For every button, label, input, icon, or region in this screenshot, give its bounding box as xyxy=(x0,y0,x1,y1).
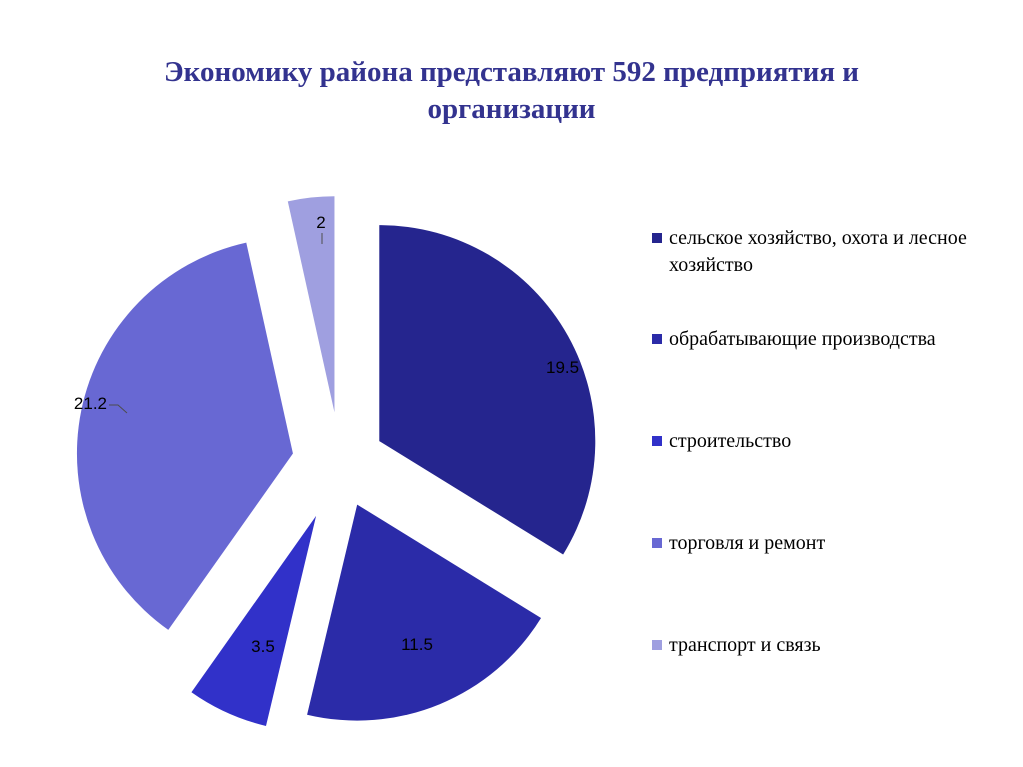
pie-slice xyxy=(287,196,335,413)
legend-swatch xyxy=(652,640,662,650)
legend-label: торговля и ремонт xyxy=(669,532,826,554)
legend-label: сельское хозяйство, охота и лесное хозяй… xyxy=(669,227,967,276)
legend-item: транспорт и связь xyxy=(652,632,982,659)
data-label: 11.5 xyxy=(401,635,433,654)
data-label: 3.5 xyxy=(251,637,275,656)
legend-swatch xyxy=(652,334,662,344)
legend-label: транспорт и связь xyxy=(669,634,821,656)
legend-item: сельское хозяйство, охота и лесное хозяй… xyxy=(652,225,982,279)
pie-slice xyxy=(76,242,293,630)
pie-slice xyxy=(307,504,542,721)
pie-slice xyxy=(191,515,317,726)
legend-item: обрабатывающие производства xyxy=(652,326,982,353)
legend-label: обрабатывающие производства xyxy=(669,328,936,350)
legend-swatch xyxy=(652,436,662,446)
legend-item: строительство xyxy=(652,428,982,455)
legend-swatch xyxy=(652,233,662,243)
data-label: 21.2 xyxy=(74,394,107,413)
chart-title: Экономику района представляют 592 предпр… xyxy=(163,56,860,125)
data-label: 2 xyxy=(316,213,325,232)
legend-item: торговля и ремонт xyxy=(652,530,982,557)
pie-slice xyxy=(379,225,596,555)
legend-swatch xyxy=(652,538,662,548)
data-label-leader-line xyxy=(109,404,128,414)
legend-label: строительство xyxy=(669,430,792,452)
data-label: 19.5 xyxy=(546,358,579,377)
